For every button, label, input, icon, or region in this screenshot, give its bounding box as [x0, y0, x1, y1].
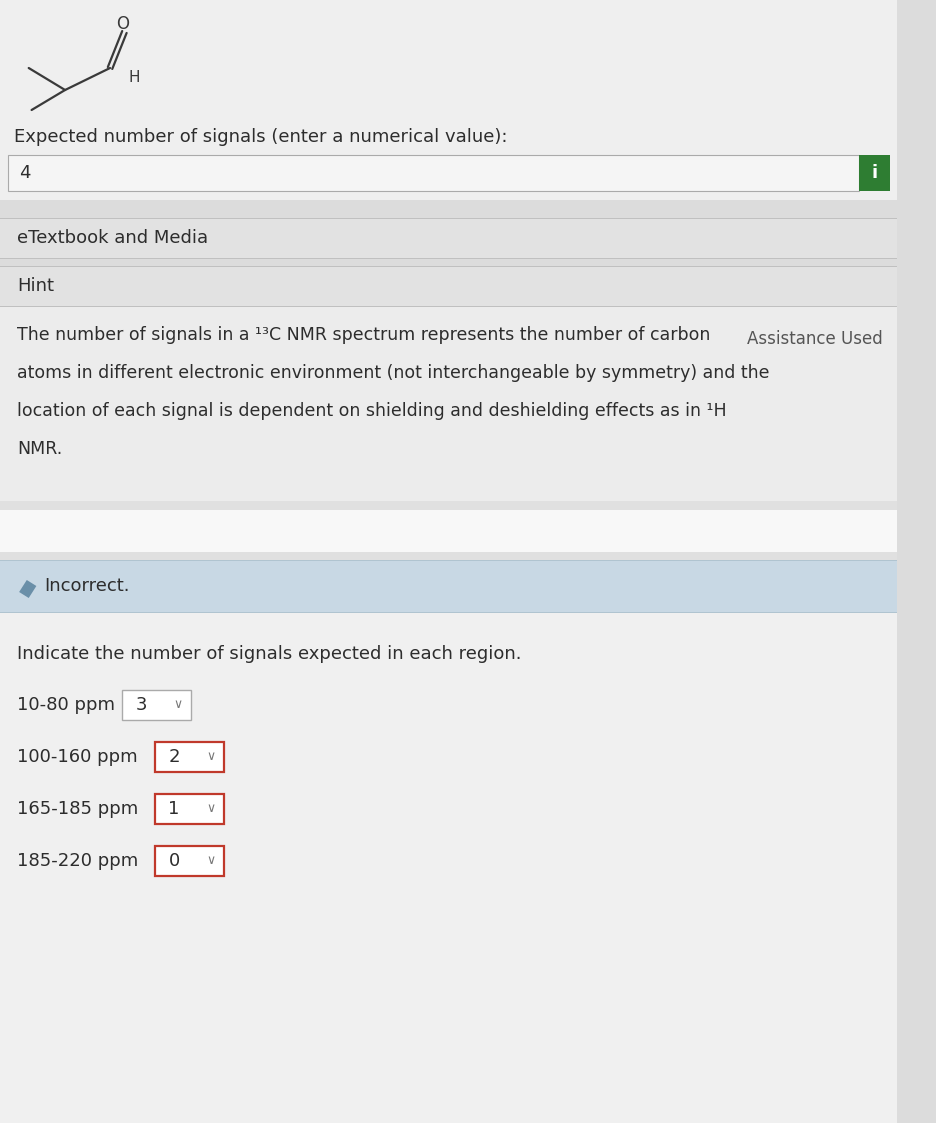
Bar	[858, 155, 889, 191]
Text: 2: 2	[168, 748, 180, 766]
Text: atoms in different electronic environment (not interchangeable by symmetry) and : atoms in different electronic environmen…	[17, 364, 768, 382]
Text: Indicate the number of signals expected in each region.: Indicate the number of signals expected …	[17, 645, 521, 663]
Bar	[154, 846, 224, 876]
Bar	[0, 560, 896, 1123]
Bar	[154, 794, 224, 824]
Text: 185-220 ppm: 185-220 ppm	[17, 852, 139, 870]
Text: ∨: ∨	[206, 750, 215, 764]
Text: Incorrect.: Incorrect.	[44, 577, 129, 595]
Text: H: H	[128, 70, 139, 84]
Bar	[7, 155, 858, 191]
Text: ∨: ∨	[173, 699, 183, 712]
Bar	[0, 200, 896, 218]
Bar	[0, 560, 896, 612]
Polygon shape	[19, 579, 37, 599]
Bar	[0, 0, 896, 200]
Bar	[0, 305, 896, 501]
Bar	[0, 510, 896, 553]
Text: 0: 0	[168, 852, 180, 870]
Text: Assistance Used: Assistance Used	[746, 330, 882, 348]
Text: 10-80 ppm: 10-80 ppm	[17, 696, 115, 714]
Text: The number of signals in a ¹³C NMR spectrum represents the number of carbon: The number of signals in a ¹³C NMR spect…	[17, 326, 709, 344]
Bar	[0, 266, 896, 305]
Bar	[0, 612, 896, 1123]
Text: Expected number of signals (enter a numerical value):: Expected number of signals (enter a nume…	[14, 128, 507, 146]
Text: 4: 4	[19, 164, 31, 182]
Bar	[0, 258, 896, 266]
Text: O: O	[116, 15, 129, 33]
Text: ∨: ∨	[206, 855, 215, 867]
Text: i: i	[870, 164, 877, 182]
Text: 165-185 ppm: 165-185 ppm	[17, 800, 139, 818]
Text: NMR.: NMR.	[17, 440, 63, 458]
Text: 1: 1	[168, 800, 180, 818]
Bar	[154, 742, 224, 772]
Text: Hint: Hint	[17, 277, 54, 295]
Bar	[0, 218, 896, 258]
Text: eTextbook and Media: eTextbook and Media	[17, 229, 208, 247]
Text: 3: 3	[136, 696, 147, 714]
Text: ∨: ∨	[206, 803, 215, 815]
Text: 100-160 ppm: 100-160 ppm	[17, 748, 138, 766]
Text: location of each signal is dependent on shielding and deshielding effects as in : location of each signal is dependent on …	[17, 402, 726, 420]
Bar	[123, 690, 191, 720]
Bar	[0, 501, 896, 562]
